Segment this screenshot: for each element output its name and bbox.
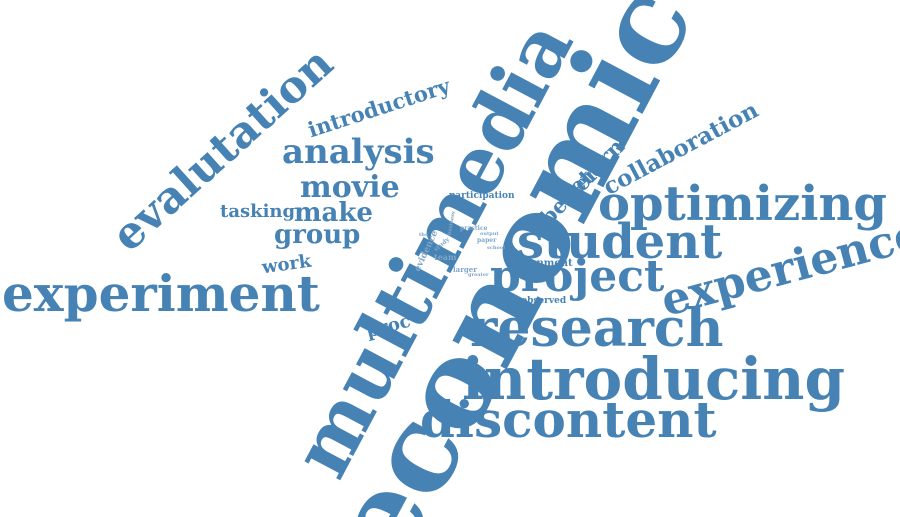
word-research: research bbox=[470, 298, 724, 359]
word-discontent: discontent bbox=[420, 390, 717, 449]
word-tasking: tasking bbox=[220, 201, 296, 222]
word-output: output bbox=[480, 231, 499, 237]
word-student: student bbox=[517, 214, 723, 270]
word-larger: larger bbox=[453, 265, 477, 274]
word-unobserved: unobserved bbox=[508, 296, 567, 306]
word-participation: participation bbox=[449, 191, 515, 201]
word-analysis: analysis bbox=[282, 132, 435, 172]
word-assignment: assignment bbox=[508, 258, 573, 269]
word-make: make bbox=[294, 198, 373, 228]
word-project: project bbox=[490, 251, 665, 302]
word-greater: greater bbox=[468, 272, 489, 278]
word-group: group bbox=[274, 220, 361, 250]
word-team: team bbox=[434, 252, 457, 262]
word-the: the bbox=[419, 232, 429, 238]
word-optimizing: optimizing bbox=[598, 176, 887, 232]
word-practice: practice bbox=[460, 225, 488, 232]
word-introducing: introducing bbox=[462, 345, 846, 413]
word-school: school bbox=[487, 245, 506, 251]
word-paper: paper bbox=[477, 237, 497, 244]
word-movie: movie bbox=[300, 170, 400, 205]
word-experiment: experiment bbox=[2, 264, 320, 323]
